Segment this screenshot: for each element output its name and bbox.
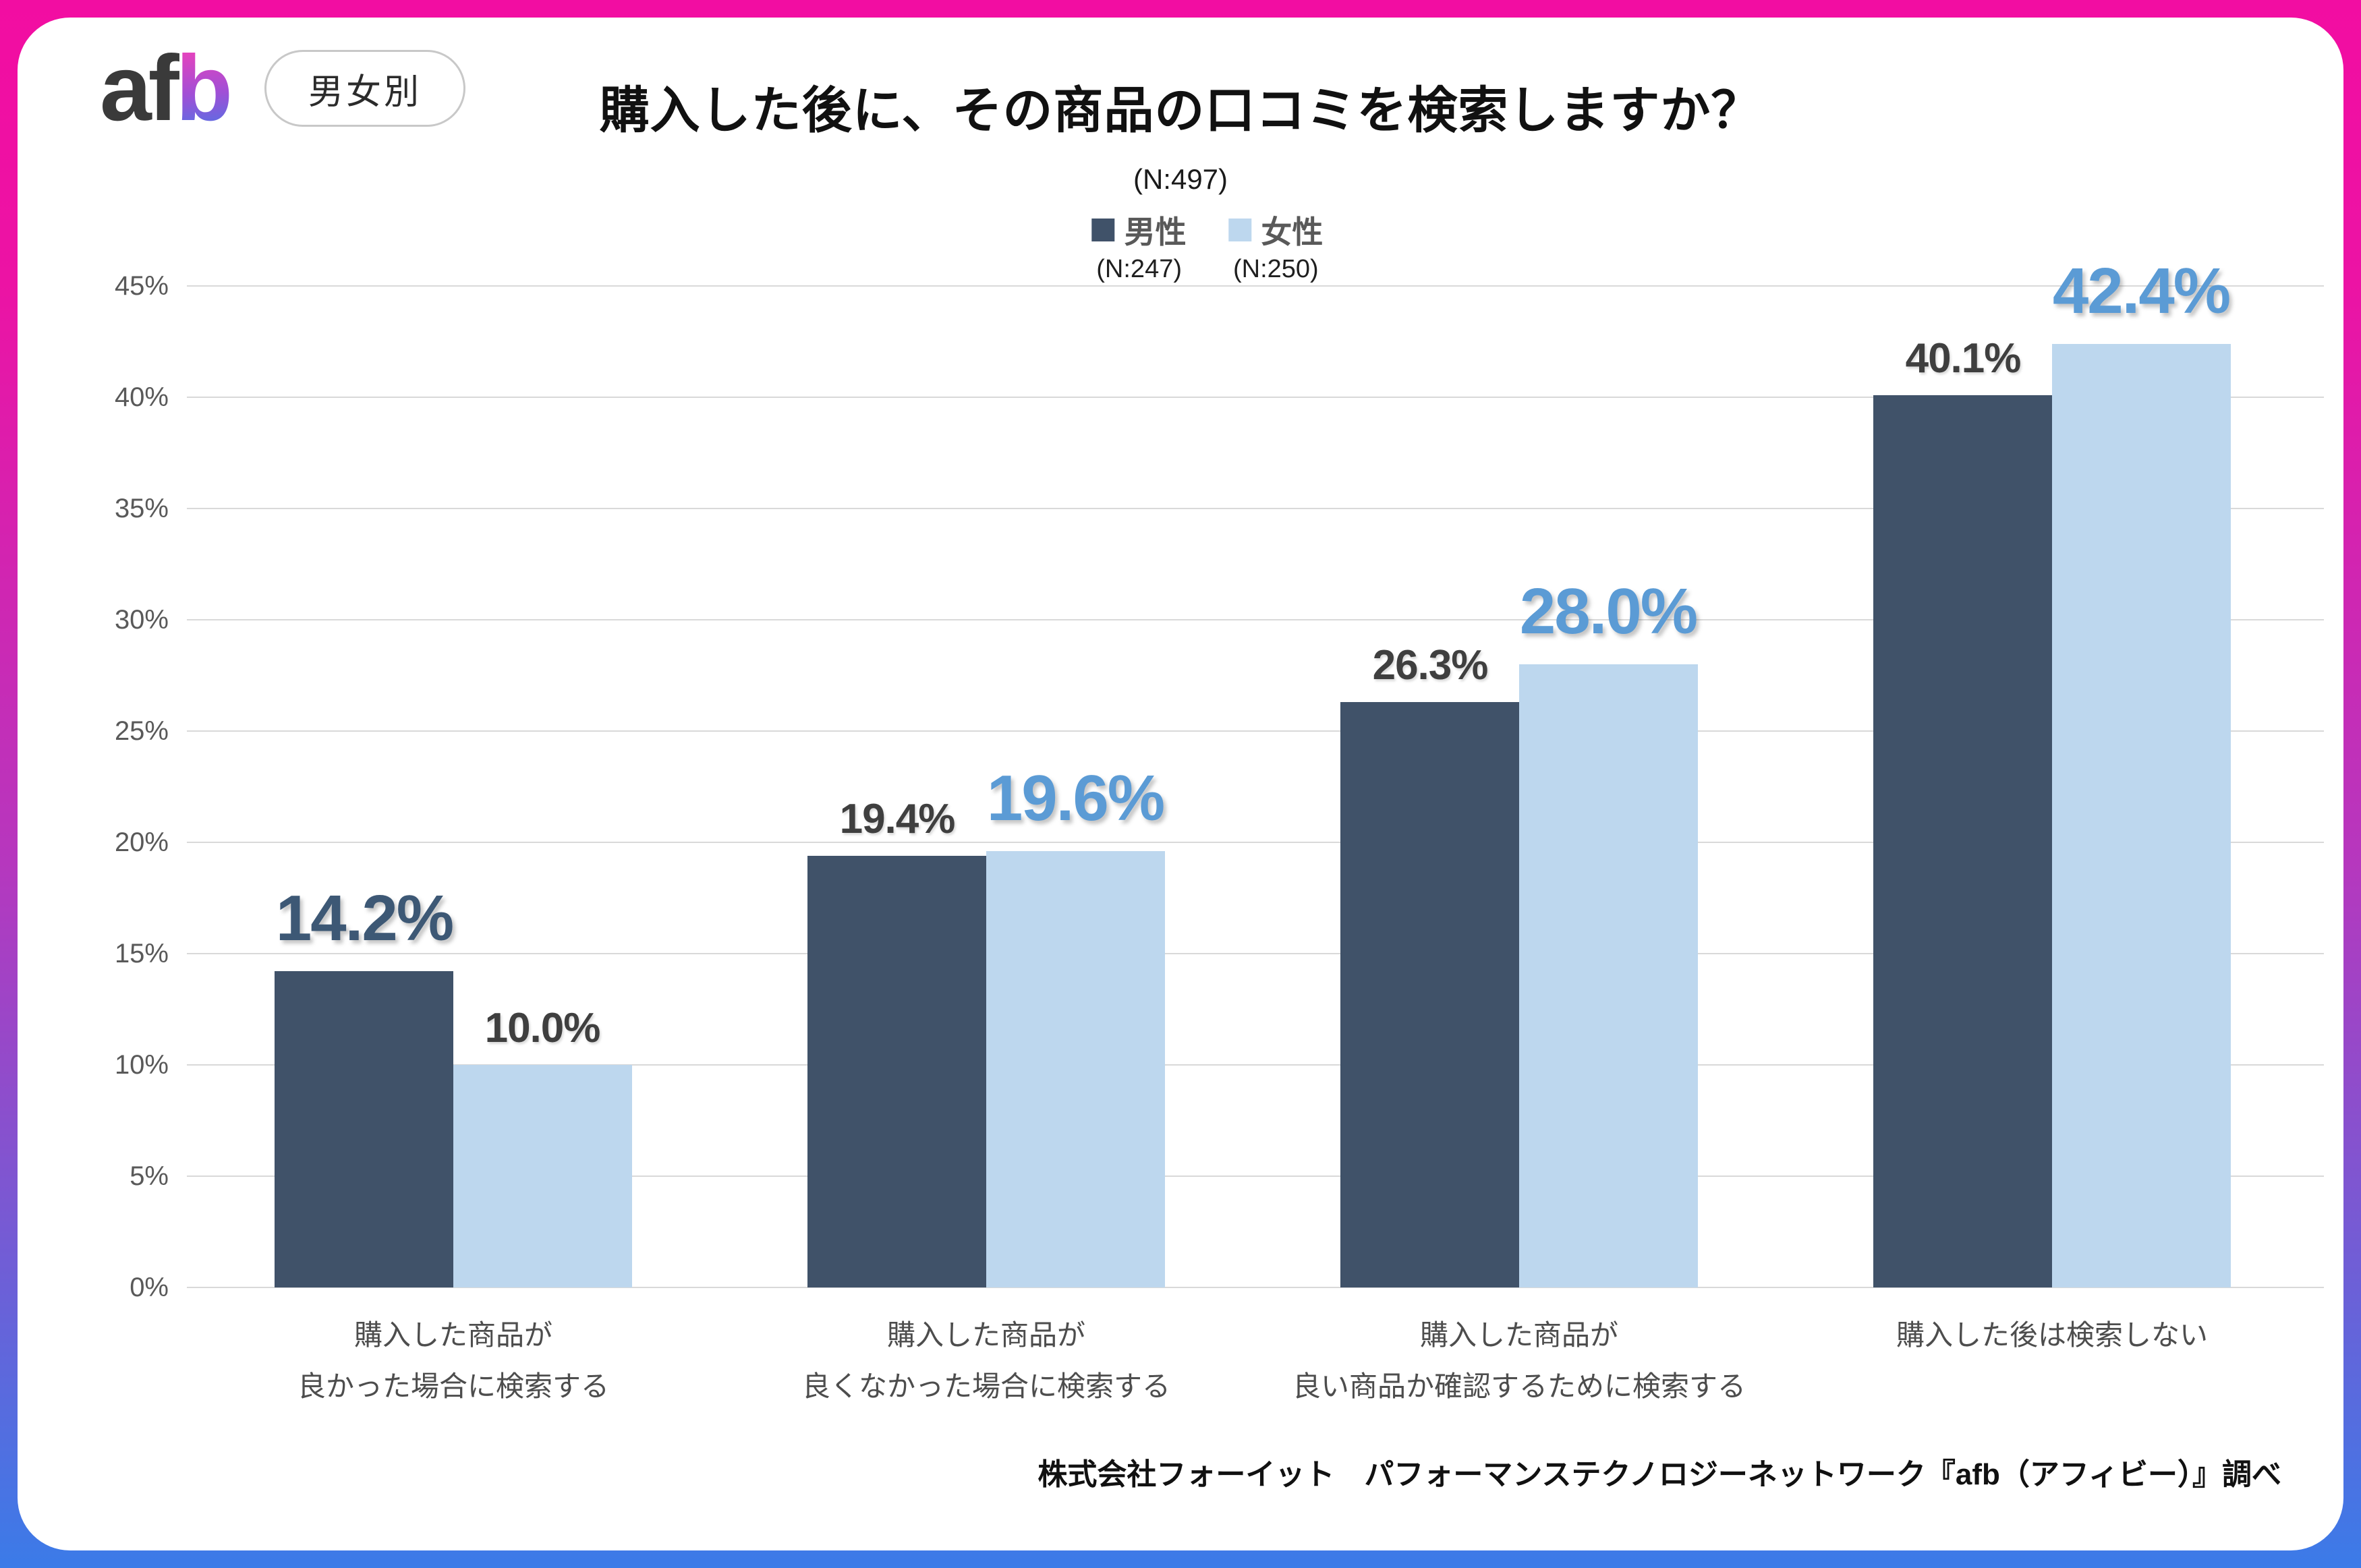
value-label-female-3: 28.0% <box>1519 575 1698 647</box>
y-tick-label-10%: 10% <box>114 1050 169 1080</box>
gridline-15% <box>187 953 2324 954</box>
legend-item-male: 男性 (N:247) <box>1091 210 1187 284</box>
y-tick-label-40%: 40% <box>114 382 169 412</box>
category-label-3: 購入した商品が良い商品か確認するために検索する <box>1253 1310 1786 1412</box>
bar-male-2 <box>807 856 986 1287</box>
y-tick-label-30%: 30% <box>114 605 169 635</box>
male-series-label: 男性 <box>1124 214 1187 250</box>
bar-female-2 <box>986 851 1165 1287</box>
value-label-male-4: 40.1% <box>1905 335 2022 382</box>
source-credit: 株式会社フォーイット パフォーマンステクノロジーネットワーク『afb（アフィビー… <box>1037 1458 2281 1491</box>
value-label-male-3: 26.3% <box>1372 642 1489 689</box>
afb-logo-accent-letter: b <box>175 36 233 140</box>
y-tick-label-35%: 35% <box>114 494 169 523</box>
y-tick-label-25%: 25% <box>114 716 169 746</box>
bar-female-4 <box>2052 344 2231 1287</box>
gender-breakdown-badge: 男女別 <box>264 50 466 127</box>
total-sample-label: (N:497) <box>1133 163 1228 195</box>
y-tick-label-20%: 20% <box>114 827 169 857</box>
value-label-female-1: 10.0% <box>484 1005 601 1051</box>
chart-title: 購入した後に、その商品の口コミを検索しますか？ <box>599 82 1762 138</box>
male-series-swatch <box>1091 219 1115 241</box>
male-sample-label: (N:247) <box>1091 255 1187 284</box>
gridline-5% <box>187 1175 2324 1177</box>
y-tick-label-15%: 15% <box>114 939 169 968</box>
category-label-line: 購入した商品が <box>353 1319 552 1351</box>
value-label-female-4: 42.4% <box>2052 255 2231 327</box>
female-sample-label: (N:250) <box>1228 255 1324 284</box>
category-label-4: 購入した後は検索しない <box>1786 1310 2319 1361</box>
category-label-line: 購入した商品が <box>1419 1319 1618 1351</box>
category-label-2: 購入した商品が良くなかった場合に検索する <box>720 1310 1253 1412</box>
afb-logo-dark-letters: af <box>100 36 179 140</box>
gridline-0% <box>187 1287 2324 1288</box>
afb-logo: afb <box>100 42 233 135</box>
category-label-line: 良い商品か確認するために検索する <box>1292 1370 1746 1402</box>
gridline-20% <box>187 842 2324 843</box>
gridline-40% <box>187 397 2324 398</box>
category-label-line: 購入した後は検索しない <box>1896 1319 2208 1351</box>
legend: 男性 (N:247) 女性 (N:250) <box>1091 210 1324 284</box>
gridline-35% <box>187 508 2324 509</box>
category-label-1: 購入した商品が良かった場合に検索する <box>187 1310 720 1412</box>
bar-male-3 <box>1340 702 1519 1287</box>
bar-male-4 <box>1873 395 2052 1287</box>
gridline-25% <box>187 730 2324 732</box>
y-tick-label-0%: 0% <box>130 1273 169 1302</box>
legend-item-female: 女性 (N:250) <box>1228 210 1324 284</box>
gridline-30% <box>187 619 2324 620</box>
value-label-male-1: 14.2% <box>275 882 454 954</box>
gridline-10% <box>187 1064 2324 1066</box>
bar-male-1 <box>275 971 453 1287</box>
value-label-male-2: 19.4% <box>839 796 956 842</box>
gridline-45% <box>187 285 2324 287</box>
category-label-line: 良かった場合に検索する <box>297 1370 609 1402</box>
bar-female-3 <box>1519 664 1698 1287</box>
bar-female-1 <box>453 1065 632 1287</box>
y-tick-label-5%: 5% <box>130 1161 169 1191</box>
y-tick-label-45%: 45% <box>114 271 169 301</box>
category-label-line: 良くなかった場合に検索する <box>801 1370 1170 1402</box>
category-label-line: 購入した商品が <box>886 1319 1085 1351</box>
female-series-swatch <box>1228 219 1252 241</box>
female-series-label: 女性 <box>1261 214 1324 250</box>
badge-label: 男女別 <box>308 72 422 112</box>
value-label-female-2: 19.6% <box>986 762 1165 834</box>
